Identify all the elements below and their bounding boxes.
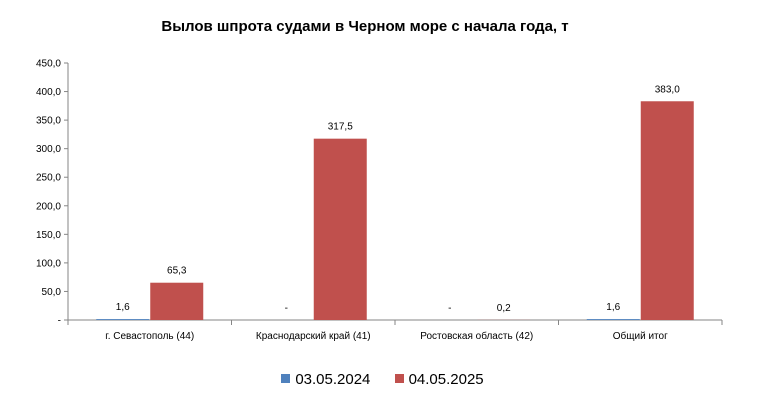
y-tick-label: 350,0 [36,116,61,127]
y-tick-label: 100,0 [36,258,61,269]
y-tick-label: 300,0 [36,144,61,155]
chart: Вылов шпрота судами в Черном море с нача… [36,18,723,342]
data-label: 0,2 [497,303,511,314]
x-axis: г. Севастополь (44) Краснодарский край (4… [67,319,723,342]
bar [586,319,640,320]
y-tick-label: 450,0 [36,59,61,70]
bars [96,101,694,321]
bar [96,319,150,320]
chart-title: Вылов шпрота судами в Черном море с нача… [161,18,568,35]
x-category-label: Краснодарский край (41) [256,331,371,342]
legend: 03.05.2024 04.05.2025 [0,371,765,388]
data-label: 1,6 [606,302,620,313]
data-label: - [448,303,451,314]
y-tick-label: 150,0 [36,230,61,241]
legend-swatch-2025 [394,374,404,383]
data-label: 383,0 [655,84,680,95]
x-category-label: Общий итог [613,330,668,342]
bar [640,101,694,321]
bar [150,282,204,320]
x-category-label: г. Севастополь (44) [105,331,194,342]
legend-item-2025: 04.05.2025 [394,371,484,388]
legend-item-2024: 03.05.2024 [281,371,370,388]
y-tick-label: 200,0 [36,201,61,212]
data-label: 1,6 [116,302,130,313]
data-labels: 1,6 - - 1,6 65,3 317,5 0,2 383,0 [116,84,680,314]
y-tick-label: 400,0 [36,87,61,98]
data-label: 317,5 [328,122,353,133]
x-category-label: Ростовская область (42) [420,330,533,342]
y-axis: - 50,0 100,0 150,0 200,0 250,0 300,0 350,0 400,0… [36,59,69,327]
legend-label-2024: 03.05.2024 [295,371,371,388]
legend-swatch-2024 [281,374,291,383]
bar [313,138,367,320]
y-tick-label: 250,0 [36,173,61,184]
data-label: 65,3 [167,266,187,277]
y-tick-label: 50,0 [42,287,62,298]
legend-label-2025: 04.05.2025 [408,371,484,388]
data-label: - [285,303,288,314]
y-tick-label: - [58,316,61,327]
